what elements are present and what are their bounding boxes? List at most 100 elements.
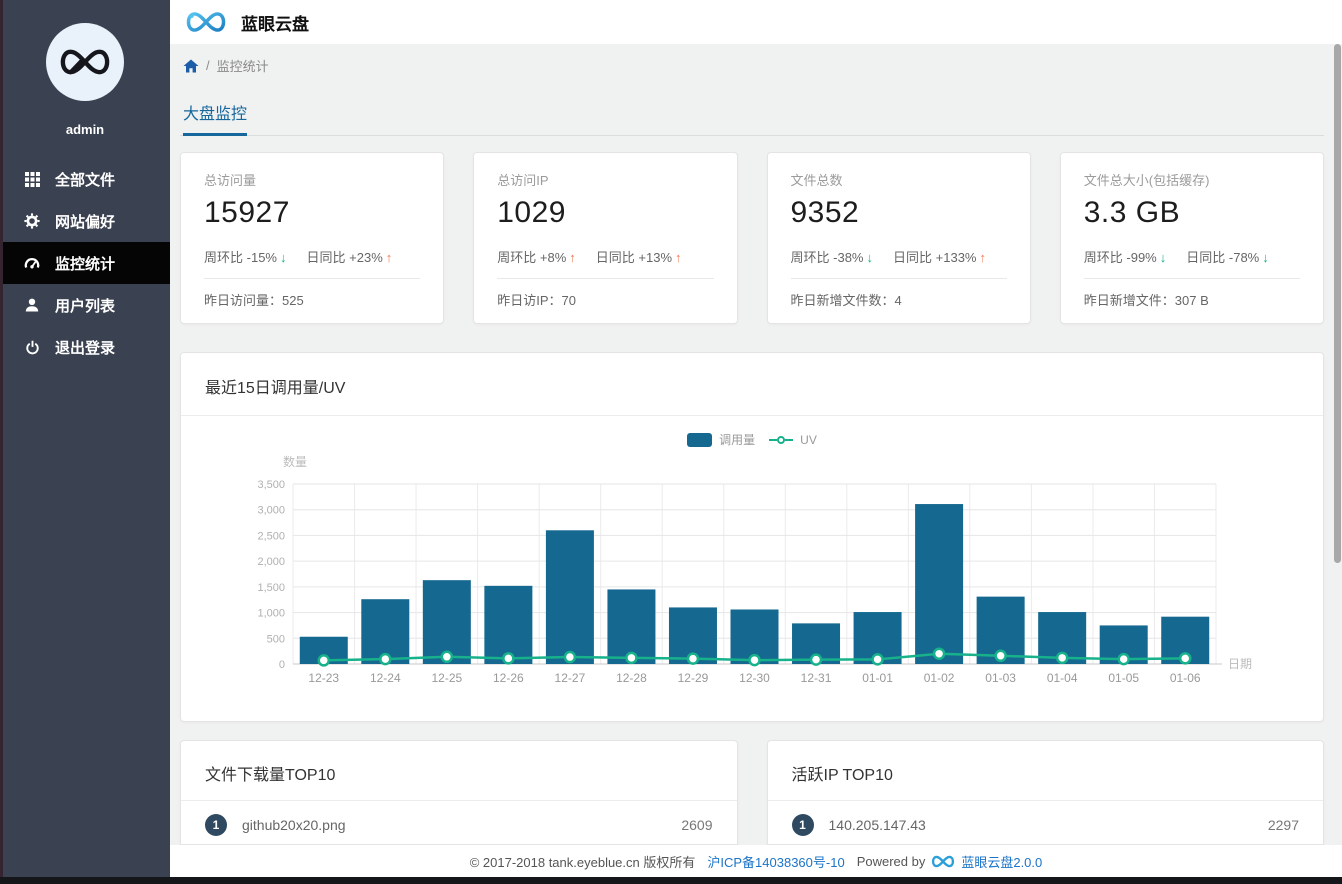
sidebar-item-site-preferences[interactable]: 网站偏好 [0,200,170,242]
divider [204,278,421,279]
svg-text:3,000: 3,000 [257,505,285,517]
stat-label: 文件总数 [790,173,843,188]
stat-value: 9352 [790,196,860,229]
svg-text:01-01: 01-01 [862,671,893,685]
stat-trends: 周环比 -99% ↓ 日同比 -78% ↓ [1083,250,1269,265]
brand-version-link[interactable]: 蓝眼云盘2.0.0 [961,854,1043,870]
file-name: github20x20.png [242,817,346,833]
sidebar-item-label: 用户列表 [55,297,116,315]
tab-dashboard-monitor[interactable]: 大盘监控 [183,100,248,136]
svg-text:0: 0 [279,659,285,671]
sidebar: admin 全部文件 [0,0,170,877]
chart-title: 最近15日调用量/UV [181,353,1323,416]
svg-text:2,500: 2,500 [257,530,285,542]
stat-value: 1029 [497,196,566,229]
trend-arrow-icon: ↑ [385,250,393,265]
legend-item-calls[interactable]: 调用量 [687,431,755,448]
list-title: 活跃IP TOP10 [767,741,1323,801]
stat-footer: 昨日访问量：525 [204,293,304,308]
stat-footer: 昨日访IP：70 [497,293,577,308]
grid-icon [24,171,40,187]
svg-text:500: 500 [267,633,285,645]
svg-text:12-26: 12-26 [493,671,524,685]
download-count: 2609 [681,817,713,833]
svg-text:1,000: 1,000 [257,608,285,620]
stat-cards-row: 总访问量 15927 周环比 -15% ↓ 日同比 +23% ↑ 昨日访问量：525… [180,152,1324,324]
trend-arrow-icon: ↓ [1159,250,1167,265]
sidebar-item-logout[interactable]: 退出登录 [0,326,170,368]
trend-arrow-icon: ↓ [866,250,874,265]
footer-logo-icon [932,855,955,867]
page-footer: © 2017-2018 tank.eyeblue.cn 版权所有 沪ICP备14… [170,845,1342,877]
sidebar-item-user-list[interactable]: 用户列表 [0,284,170,326]
username: admin [65,122,105,137]
legend-label: UV [800,432,817,447]
stat-card-total-visits: 总访问量 15927 周环比 -15% ↓ 日同比 +23% ↑ 昨日访问量：525 [180,152,445,324]
user-icon [24,297,40,313]
main-content: / 监控统计 大盘监控 总访问量 15927 周环比 -15% ↓ 日同比 +23… [170,44,1342,877]
home-icon[interactable] [183,59,199,73]
top-lists-row: 文件下载量TOP10 1 github20x20.png 2609 活跃IP T… [180,740,1324,845]
copyright-text: © 2017-2018 tank.eyeblue.cn 版权所有 [469,854,696,870]
infinity-logo-icon [60,49,110,75]
rank-badge: 1 [791,814,814,836]
gear-icon [24,213,40,229]
sidebar-item-all-files[interactable]: 全部文件 [0,158,170,200]
svg-text:12-25: 12-25 [431,671,462,685]
active-ip-card: 活跃IP TOP10 1 140.205.147.43 2297 [766,740,1324,845]
svg-text:12-27: 12-27 [555,671,586,685]
avatar[interactable] [46,23,124,101]
sidebar-menu: 全部文件 网站偏好 [0,158,170,368]
svg-text:12-30: 12-30 [739,671,770,685]
power-icon [24,339,40,355]
svg-text:3,500: 3,500 [257,479,285,491]
stat-trends: 周环比 -15% ↓ 日同比 +23% ↑ [204,250,393,265]
divider [497,278,714,279]
stat-card-total-size: 文件总大小(包括缓存) 3.3 GB 周环比 -99% ↓ 日同比 -78% ↓ 昨… [1059,152,1324,324]
stat-trends: 周环比 +8% ↑ 日同比 +13% ↑ [497,250,682,265]
sidebar-item-label: 全部文件 [55,171,116,189]
svg-text:01-02: 01-02 [924,671,955,685]
app-title: 蓝眼云盘 [241,14,309,34]
stat-label: 总访问量 [204,173,257,188]
stat-label: 文件总大小(包括缓存) [1083,173,1210,188]
trend-arrow-icon: ↑ [979,250,986,265]
line-legend-swatch [769,435,794,444]
stat-value: 3.3 GB [1083,196,1181,229]
svg-text:12-31: 12-31 [801,671,832,685]
dashboard-icon [24,255,40,271]
stat-trends: 周环比 -38% ↓ 日同比 +133% ↑ [790,250,986,265]
trend-arrow-icon: ↓ [1262,250,1269,265]
breadcrumb-current: 监控统计 [216,59,269,74]
brand-logo-icon[interactable] [183,10,229,34]
icp-link[interactable]: 沪ICP备14038360号-10 [707,854,845,870]
svg-text:2,000: 2,000 [257,556,285,568]
vertical-scrollbar-thumb[interactable] [1334,44,1341,563]
svg-text:1,500: 1,500 [257,582,285,594]
top-downloads-card: 文件下载量TOP10 1 github20x20.png 2609 [180,740,738,845]
visit-count: 2297 [1267,817,1299,833]
sidebar-item-label: 退出登录 [55,339,116,357]
bar-legend-swatch [687,432,713,447]
sidebar-item-label: 监控统计 [55,255,116,273]
divider [1083,278,1300,279]
breadcrumb: / 监控统计 [183,56,269,75]
svg-text:01-03: 01-03 [985,671,1016,685]
tab-bar: 大盘监控 [180,100,1324,136]
svg-text:01-04: 01-04 [1047,671,1078,685]
chart-legend: 调用量 UV [181,431,1323,448]
divider [790,278,1007,279]
list-item: 1 140.205.147.43 2297 [768,801,1324,844]
svg-text:12-23: 12-23 [308,671,339,685]
stat-card-total-files: 文件总数 9352 周环比 -38% ↓ 日同比 +133% ↑ 昨日新增文件数：4 [766,152,1031,324]
sidebar-item-monitor-stats[interactable]: 监控统计 [0,242,170,284]
ip-address: 140.205.147.43 [828,817,926,833]
svg-text:日期: 日期 [1228,657,1252,671]
svg-text:12-28: 12-28 [616,671,647,685]
svg-text:01-06: 01-06 [1170,671,1201,685]
svg-text:数量: 数量 [283,454,307,469]
svg-text:01-05: 01-05 [1108,671,1139,685]
legend-item-uv[interactable]: UV [769,433,817,447]
list-item: 1 github20x20.png 2609 [181,801,737,844]
